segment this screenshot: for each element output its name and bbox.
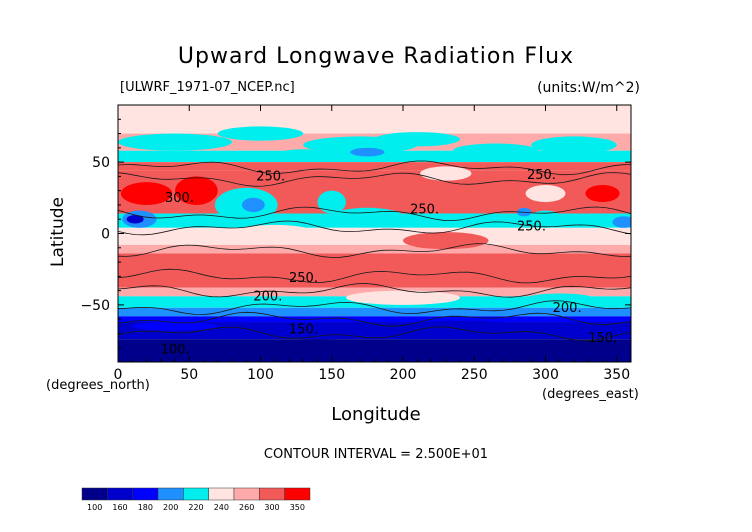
- contour-line: [118, 243, 631, 258]
- latitude-band: [118, 253, 631, 288]
- contour-line: [118, 172, 631, 187]
- colorbar-label: 300: [264, 503, 279, 512]
- field-patch: [241, 197, 265, 213]
- colorbar-label: 180: [138, 503, 153, 512]
- latitude-band: [118, 244, 631, 254]
- contour-interval-label: CONTOUR INTERVAL = 2.500E+01: [263, 447, 489, 462]
- colorbar-label: 200: [163, 503, 178, 512]
- colorbar-swatch: [132, 487, 159, 501]
- colorbar-label: 240: [214, 503, 229, 512]
- field-patch: [420, 166, 472, 181]
- field-patch: [452, 143, 539, 158]
- y-tick-label: −50: [80, 298, 110, 314]
- latitude-band: [118, 105, 631, 114]
- contour-line: [118, 311, 631, 327]
- contour-label: 200.: [553, 301, 582, 316]
- colorbar-swatch: [183, 487, 209, 501]
- colorbar-label: 160: [112, 503, 127, 512]
- contour-label: 150.: [289, 322, 318, 337]
- field-patch: [317, 190, 346, 214]
- contour-label: 100.: [161, 342, 190, 357]
- x-tick-label: 150: [318, 367, 345, 383]
- contour-label: 250.: [289, 271, 318, 286]
- colorbar-swatch: [259, 487, 285, 501]
- colorbar-swatches: [81, 487, 311, 501]
- colorbar-label: 350: [290, 503, 305, 512]
- field-patch: [175, 176, 218, 205]
- contour-label: 250.: [256, 170, 285, 185]
- contour-label: 300.: [165, 191, 194, 206]
- field-patch: [528, 210, 563, 228]
- contour-line: [118, 300, 631, 315]
- y-units-label: (degrees_north): [46, 378, 150, 393]
- contour-lines: [118, 160, 631, 341]
- latitude-band: [118, 316, 631, 323]
- field-patch: [374, 132, 460, 147]
- contour-label: 200.: [253, 290, 282, 305]
- contour-label: 250.: [410, 203, 439, 218]
- latitude-band: [118, 162, 631, 171]
- field-patch: [132, 322, 218, 331]
- x-tick-label: 100: [247, 367, 274, 383]
- dataset-label: [ULWRF_1971-07_NCEP.nc]: [120, 80, 295, 95]
- colorbar-swatch: [208, 487, 235, 501]
- contour-line: [118, 206, 631, 222]
- y-tick-label: 50: [92, 155, 110, 171]
- field-patch: [232, 339, 403, 357]
- colorbar-swatch: [107, 487, 133, 501]
- latitude-band: [118, 150, 631, 163]
- colorbar-swatch: [284, 487, 311, 501]
- contour-line: [118, 283, 631, 298]
- contour-label: 150.: [588, 331, 617, 346]
- contour-line: [118, 220, 631, 236]
- x-tick-label: 350: [603, 367, 630, 383]
- field-patch: [118, 133, 232, 151]
- field-patch: [120, 182, 173, 205]
- colorbar-label: 100: [87, 503, 102, 512]
- field-patch: [612, 216, 631, 228]
- x-tick-label: 250: [461, 367, 488, 383]
- contour-line: [118, 326, 631, 341]
- colorbar-label: 220: [188, 503, 203, 512]
- contour-label: 250.: [527, 168, 556, 183]
- field-patch: [217, 126, 304, 141]
- field-patch: [126, 214, 144, 224]
- units-label: (units:W/m^2): [537, 80, 640, 96]
- colorbar-swatch: [157, 487, 184, 501]
- chart-title: Upward Longwave Radiation Flux: [177, 44, 575, 69]
- x-tick-label: 0: [114, 367, 123, 383]
- field-patch: [239, 224, 311, 237]
- field-patch: [531, 136, 617, 154]
- x-axis-title: Longitude: [331, 404, 421, 425]
- field-patch: [350, 147, 385, 157]
- colorbar-swatch: [233, 487, 260, 501]
- contour-label: 250.: [517, 220, 546, 235]
- y-tick-label: 0: [101, 227, 110, 243]
- colorbar-labels: 100 160 180 200 220 240 260 300 350: [87, 503, 305, 512]
- field-patch: [346, 290, 460, 305]
- field-patch: [585, 184, 620, 203]
- field-patch: [274, 149, 332, 161]
- x-tick-label: 300: [532, 367, 559, 383]
- x-tick-label: 200: [390, 367, 417, 383]
- field-patch: [403, 320, 517, 333]
- x-tick-label: 50: [180, 367, 198, 383]
- colorbar-swatch: [81, 487, 108, 501]
- contour-line: [118, 268, 631, 284]
- x-units-label: (degrees_east): [542, 387, 639, 402]
- colorbar-label: 260: [239, 503, 254, 512]
- latitude-band: [118, 307, 631, 317]
- field-patch: [525, 184, 566, 203]
- contour-line: [118, 160, 631, 176]
- contour-labels: 250. 300. 250. 250. 250. 250. 200. 200. 150. 150.…: [161, 168, 617, 357]
- axis-ticks: 0 50 100 150 200 250 300 350 50 0 −50: [80, 105, 631, 383]
- field-patch: [331, 207, 403, 225]
